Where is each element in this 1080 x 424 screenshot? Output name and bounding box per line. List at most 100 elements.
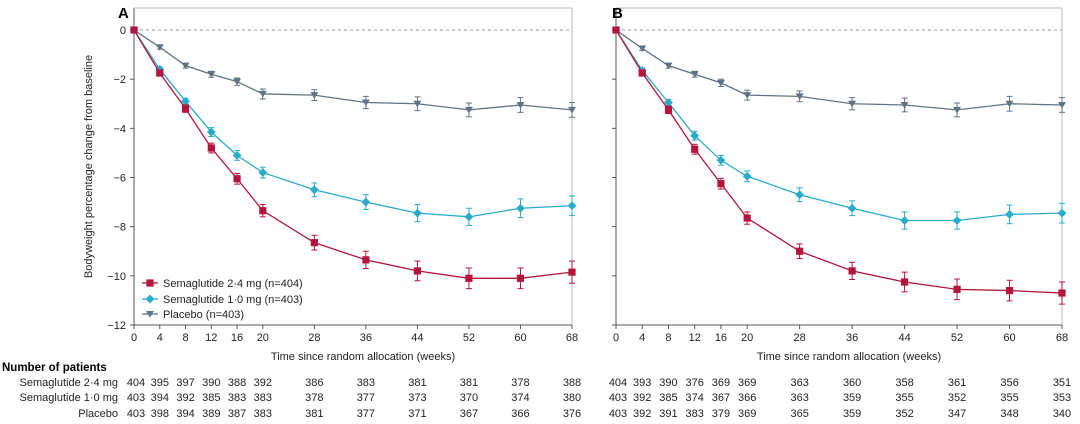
panel-b-data-point-square: [900, 278, 909, 286]
panel-a-data-point-diamond: [361, 197, 371, 207]
legend-label: Semaglutide 2·4 mg (n=404): [163, 278, 303, 290]
panel-a-data-point-triangle: [464, 106, 473, 114]
panel-a-data-point-square: [310, 239, 318, 247]
panel-b-data-point-diamond: [664, 98, 673, 107]
panel-a-data-point-square: [259, 207, 267, 215]
patients-count-a: 385: [202, 392, 220, 404]
patients-table-title: Number of patients: [2, 362, 107, 374]
panel-b-x-tick-label: 68: [1056, 332, 1068, 344]
patients-count-b: 365: [790, 408, 808, 420]
panel-b-x-tick-label: 8: [665, 332, 671, 344]
panel-a-data-point-triangle: [233, 78, 242, 86]
patients-count-b: 367: [712, 392, 730, 404]
patients-count-a: 392: [254, 377, 272, 389]
patients-count-a: 374: [511, 392, 529, 404]
panel-a-data-point-triangle: [155, 44, 164, 51]
patients-count-b: 404: [609, 377, 627, 389]
panel-a-data-point-square: [181, 105, 190, 113]
legend-marker-triangle: [146, 311, 154, 318]
panel-b-letter: B: [612, 5, 623, 22]
patients-count-a: 387: [228, 408, 246, 420]
panel-b-x-tick-label: 60: [1003, 332, 1015, 344]
panel-b-data-point-diamond: [900, 216, 909, 225]
patients-count-a: 389: [202, 408, 220, 420]
panel-a-x-tick-label: 28: [308, 332, 320, 344]
panel-b-data-point-diamond: [690, 131, 700, 141]
patients-count-b: 358: [895, 377, 913, 389]
patients-count-b: 369: [738, 377, 756, 389]
patients-count-b: 359: [843, 392, 861, 404]
panel-b-series-line-diamond: [615, 29, 1063, 222]
panel-a-x-tick-label: 36: [360, 332, 372, 344]
patients-count-b: 376: [686, 377, 704, 389]
patients-count-a: 383: [357, 377, 375, 389]
patients-count-a: 394: [151, 392, 169, 404]
patients-count-a: 381: [460, 377, 478, 389]
patients-count-a: 403: [127, 408, 145, 420]
patients-count-b: 379: [712, 408, 730, 420]
patients-count-b: 374: [686, 392, 704, 404]
patients-count-a: 386: [305, 377, 323, 389]
panel-b-x-tick-label: 44: [898, 332, 910, 344]
panel-b-data-point-diamond: [795, 190, 805, 200]
patients-count-a: 383: [254, 392, 272, 404]
patients-count-b: 355: [1000, 392, 1018, 404]
panel-b-data-point-diamond: [742, 171, 752, 181]
patients-count-b: 352: [895, 408, 913, 420]
patients-count-a: 376: [563, 408, 581, 420]
panel-a-data-point-triangle: [310, 92, 319, 99]
patients-count-b: 363: [790, 392, 808, 404]
patients-count-b: 347: [948, 408, 966, 420]
panel-a-series-line-triangle: [133, 29, 573, 111]
patients-count-a: 380: [563, 392, 581, 404]
panel-b-x-tick-label: 20: [741, 332, 753, 344]
panel-a-data-point-diamond: [309, 185, 319, 195]
panel-b-x-tick-label: 16: [715, 332, 727, 344]
panel-a-x-tick-label: 0: [131, 332, 137, 344]
panel-a-data-point-square: [233, 175, 241, 183]
panel-a-data-point-triangle: [413, 100, 422, 108]
panel-b-x-tick-label: 0: [613, 332, 619, 344]
panel-b-series-line-square: [615, 29, 1063, 294]
panel-b-x-tick-label: 52: [951, 332, 963, 344]
panel-a-x-tick-label: 12: [205, 332, 217, 344]
panel-a-data-point-square: [516, 274, 525, 282]
panel-a-data-point-square: [362, 256, 370, 264]
patients-count-b: 403: [609, 392, 627, 404]
patients-count-b: 348: [1000, 408, 1018, 420]
patients-count-b: 360: [843, 377, 861, 389]
panel-a-data-point-square: [413, 267, 422, 275]
legend-marker-square: [146, 279, 154, 287]
patients-count-a: 398: [151, 408, 169, 420]
panel-a-y-axis-label: Bodyweight percentage change from baseli…: [83, 55, 95, 278]
panel-a-x-tick-label: 8: [182, 332, 188, 344]
panel-a-data-point-square: [207, 144, 215, 152]
panel-b-data-point-square: [848, 267, 856, 275]
patients-count-b: 383: [686, 408, 704, 420]
panel-a-y-tick-label: 0: [120, 25, 126, 37]
panel-a-data-point-triangle: [361, 99, 370, 107]
panel-a-data-point-diamond: [232, 150, 242, 160]
panel-b-data-point-triangle: [1058, 101, 1066, 109]
panel-b-data-point-square: [638, 69, 646, 77]
panel-a-data-point-triangle: [516, 101, 525, 109]
legend-label: Semaglutide 1·0 mg (n=403): [163, 294, 303, 306]
panel-b-data-point-diamond: [716, 155, 726, 165]
patients-count-b: 390: [659, 377, 677, 389]
patients-count-b: 392: [633, 392, 651, 404]
patients-count-b: 385: [659, 392, 677, 404]
patients-count-b: 392: [633, 408, 651, 420]
panel-a-x-tick-label: 68: [566, 332, 578, 344]
patients-count-a: 378: [511, 377, 529, 389]
panel-a-x-tick-label: 20: [257, 332, 269, 344]
panel-b-data-point-triangle: [953, 106, 962, 114]
patients-count-a: 371: [408, 408, 426, 420]
patients-count-a: 394: [176, 408, 194, 420]
panel-a-x-tick-label: 44: [411, 332, 423, 344]
panel-a-data-point-diamond: [181, 96, 190, 106]
panel-a-x-tick-label: 60: [514, 332, 526, 344]
panel-b-data-point-square: [953, 285, 961, 293]
panel-b-data-point-triangle: [900, 101, 909, 109]
patients-count-a: 377: [357, 408, 375, 420]
panel-a-x-axis-label: Time since random allocation (weeks): [271, 351, 455, 363]
